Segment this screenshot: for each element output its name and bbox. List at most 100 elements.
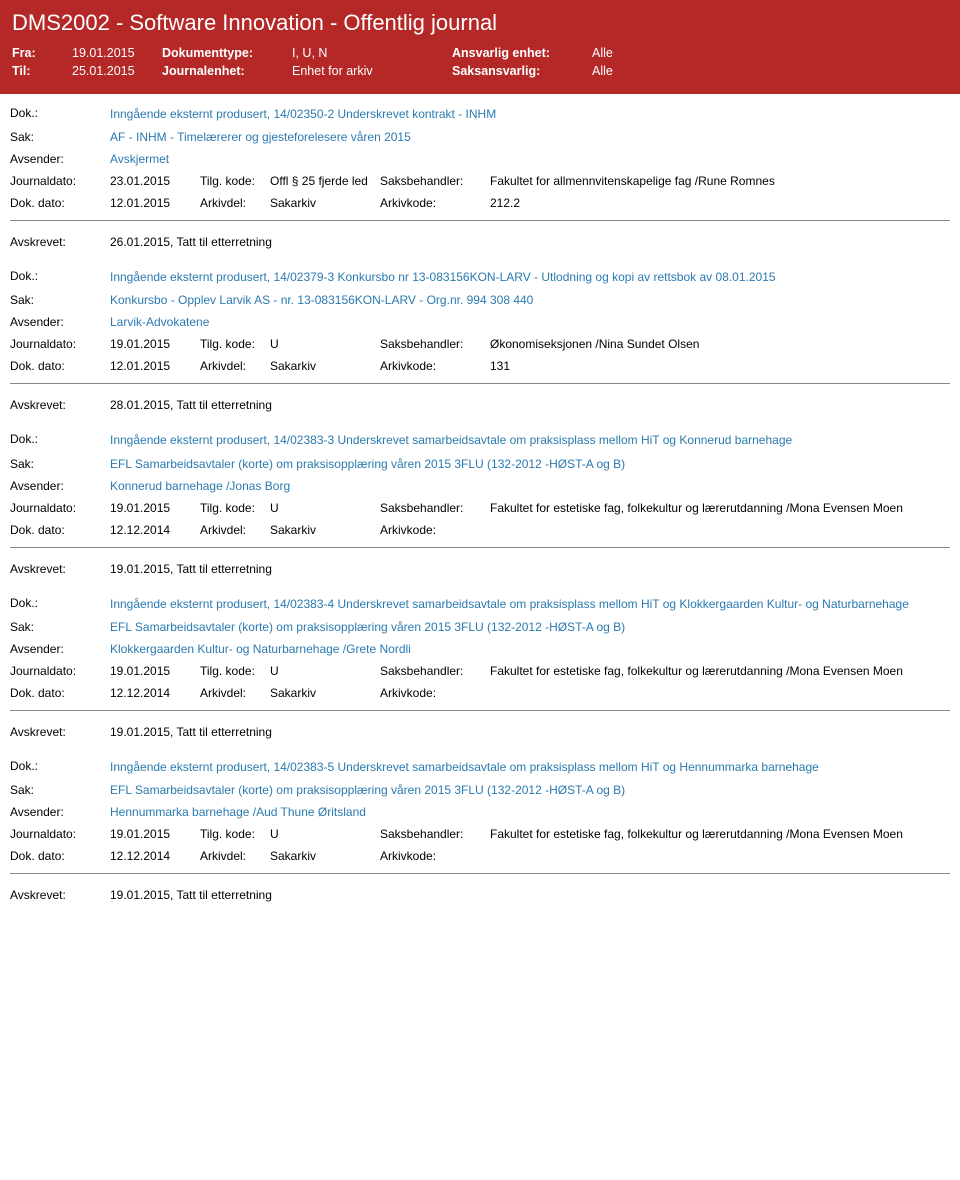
entries-container: Dok.:Inngående eksternt produsert, 14/02… xyxy=(0,94,960,910)
saksbehandler-value: Fakultet for allmennvitenskapelige fag /… xyxy=(490,174,950,188)
journaldato-value: 19.01.2015 xyxy=(110,501,200,515)
saksbehandler-label: Saksbehandler: xyxy=(380,501,490,515)
avskrevet-label: Avskrevet: xyxy=(10,398,110,412)
entry-divider xyxy=(10,383,950,384)
header-row-1: Fra: 19.01.2015 Dokumenttype: I, U, N An… xyxy=(12,44,948,62)
avskrevet-value: 28.01.2015, Tatt til etterretning xyxy=(110,398,950,412)
sak-row: Sak:EFL Samarbeidsavtaler (korte) om pra… xyxy=(10,779,950,801)
sak-label: Sak: xyxy=(10,620,110,634)
avsender-row: Avsender:Avskjermet xyxy=(10,148,950,170)
sak-text: AF - INHM - Timelærerer og gjesteforeles… xyxy=(110,130,950,144)
fra-value: 19.01.2015 xyxy=(72,46,162,60)
journaldato-label: Journaldato: xyxy=(10,501,110,515)
arkivdel-label: Arkivdel: xyxy=(200,849,270,863)
sak-text: EFL Samarbeidsavtaler (korte) om praksis… xyxy=(110,783,950,797)
dok-text: Inngående eksternt produsert, 14/02383-3… xyxy=(110,432,950,448)
arkivkode-label: Arkivkode: xyxy=(380,196,490,210)
tilgkode-label: Tilg. kode: xyxy=(200,337,270,351)
journaldato-value: 19.01.2015 xyxy=(110,827,200,841)
dok-row: Dok.:Inngående eksternt produsert, 14/02… xyxy=(10,102,950,126)
dokdato-value: 12.12.2014 xyxy=(110,686,200,700)
dokdato-row: Dok. dato:12.12.2014Arkivdel:SakarkivArk… xyxy=(10,845,950,867)
journal-entry: Dok.:Inngående eksternt produsert, 14/02… xyxy=(0,94,960,218)
dokdato-row: Dok. dato:12.01.2015Arkivdel:SakarkivArk… xyxy=(10,192,950,214)
dokdato-value: 12.12.2014 xyxy=(110,849,200,863)
journaldato-label: Journaldato: xyxy=(10,827,110,841)
journaldato-row: Journaldato:19.01.2015Tilg. kode:USaksbe… xyxy=(10,333,950,355)
entry-divider xyxy=(10,710,950,711)
journalenhet-label: Journalenhet: xyxy=(162,64,292,78)
saksbehandler-value: Fakultet for estetiske fag, folkekultur … xyxy=(490,664,950,678)
dok-label: Dok.: xyxy=(10,596,110,612)
tilgkode-value: U xyxy=(270,827,380,841)
arkivkode-label: Arkivkode: xyxy=(380,686,490,700)
tilgkode-label: Tilg. kode: xyxy=(200,174,270,188)
avskrevet-block: Avskrevet:26.01.2015, Tatt til etterretn… xyxy=(0,223,960,257)
avskrevet-value: 19.01.2015, Tatt til etterretning xyxy=(110,562,950,576)
arkivdel-label: Arkivdel: xyxy=(200,196,270,210)
avskrevet-value: 19.01.2015, Tatt til etterretning xyxy=(110,888,950,902)
journaldato-row: Journaldato:19.01.2015Tilg. kode:USaksbe… xyxy=(10,823,950,845)
dok-row: Dok.:Inngående eksternt produsert, 14/02… xyxy=(10,265,950,289)
sak-text: EFL Samarbeidsavtaler (korte) om praksis… xyxy=(110,457,950,471)
avskrevet-block: Avskrevet:19.01.2015, Tatt til etterretn… xyxy=(0,713,960,747)
dok-row: Dok.:Inngående eksternt produsert, 14/02… xyxy=(10,428,950,452)
doktype-label: Dokumenttype: xyxy=(162,46,292,60)
avskrevet-label: Avskrevet: xyxy=(10,725,110,739)
avsender-label: Avsender: xyxy=(10,152,110,166)
dok-label: Dok.: xyxy=(10,269,110,285)
journaldato-value: 19.01.2015 xyxy=(110,337,200,351)
arkivdel-label: Arkivdel: xyxy=(200,686,270,700)
avskrevet-row: Avskrevet:26.01.2015, Tatt til etterretn… xyxy=(10,231,950,253)
dokdato-value: 12.01.2015 xyxy=(110,196,200,210)
journaldato-label: Journaldato: xyxy=(10,337,110,351)
journal-entry: Dok.:Inngående eksternt produsert, 14/02… xyxy=(0,584,960,708)
dokdato-label: Dok. dato: xyxy=(10,686,110,700)
avskrevet-block: Avskrevet:19.01.2015, Tatt til etterretn… xyxy=(0,876,960,910)
avsender-text: Avskjermet xyxy=(110,152,950,166)
avskrevet-row: Avskrevet:19.01.2015, Tatt til etterretn… xyxy=(10,721,950,743)
arkivdel-value: Sakarkiv xyxy=(270,523,380,537)
fra-label: Fra: xyxy=(12,46,72,60)
avskrevet-row: Avskrevet:19.01.2015, Tatt til etterretn… xyxy=(10,884,950,906)
journal-entry: Dok.:Inngående eksternt produsert, 14/02… xyxy=(0,257,960,381)
dok-row: Dok.:Inngående eksternt produsert, 14/02… xyxy=(10,755,950,779)
journaldato-label: Journaldato: xyxy=(10,664,110,678)
arkivdel-value: Sakarkiv xyxy=(270,686,380,700)
dokdato-value: 12.12.2014 xyxy=(110,523,200,537)
sak-row: Sak:AF - INHM - Timelærerer og gjestefor… xyxy=(10,126,950,148)
arkivkode-label: Arkivkode: xyxy=(380,849,490,863)
sak-label: Sak: xyxy=(10,293,110,307)
journal-header: DMS2002 - Software Innovation - Offentli… xyxy=(0,0,960,94)
journaldato-value: 19.01.2015 xyxy=(110,664,200,678)
saksansvarlig-label: Saksansvarlig: xyxy=(452,64,592,78)
dokdato-label: Dok. dato: xyxy=(10,523,110,537)
saksansvarlig-value: Alle xyxy=(592,64,613,78)
tilgkode-value: U xyxy=(270,501,380,515)
tilgkode-label: Tilg. kode: xyxy=(200,827,270,841)
arkivkode-label: Arkivkode: xyxy=(380,359,490,373)
sak-text: EFL Samarbeidsavtaler (korte) om praksis… xyxy=(110,620,950,634)
avsender-text: Hennummarka barnehage /Aud Thune Øritsla… xyxy=(110,805,950,819)
dokdato-row: Dok. dato:12.12.2014Arkivdel:SakarkivArk… xyxy=(10,682,950,704)
dok-label: Dok.: xyxy=(10,106,110,122)
avsender-row: Avsender:Klokkergaarden Kultur- og Natur… xyxy=(10,638,950,660)
dokdato-row: Dok. dato:12.01.2015Arkivdel:SakarkivArk… xyxy=(10,355,950,377)
avskrevet-label: Avskrevet: xyxy=(10,562,110,576)
arkivdel-label: Arkivdel: xyxy=(200,523,270,537)
sak-label: Sak: xyxy=(10,783,110,797)
saksbehandler-label: Saksbehandler: xyxy=(380,174,490,188)
arkivkode-value: 212.2 xyxy=(490,196,950,210)
sak-row: Sak:EFL Samarbeidsavtaler (korte) om pra… xyxy=(10,616,950,638)
arkivdel-label: Arkivdel: xyxy=(200,359,270,373)
ansvarlig-label: Ansvarlig enhet: xyxy=(452,46,592,60)
avskrevet-row: Avskrevet:19.01.2015, Tatt til etterretn… xyxy=(10,558,950,580)
dok-text: Inngående eksternt produsert, 14/02379-3… xyxy=(110,269,950,285)
avsender-label: Avsender: xyxy=(10,479,110,493)
avsender-text: Konnerud barnehage /Jonas Borg xyxy=(110,479,950,493)
ansvarlig-value: Alle xyxy=(592,46,613,60)
avsender-label: Avsender: xyxy=(10,805,110,819)
journaldato-label: Journaldato: xyxy=(10,174,110,188)
tilgkode-value: U xyxy=(270,337,380,351)
avskrevet-value: 26.01.2015, Tatt til etterretning xyxy=(110,235,950,249)
